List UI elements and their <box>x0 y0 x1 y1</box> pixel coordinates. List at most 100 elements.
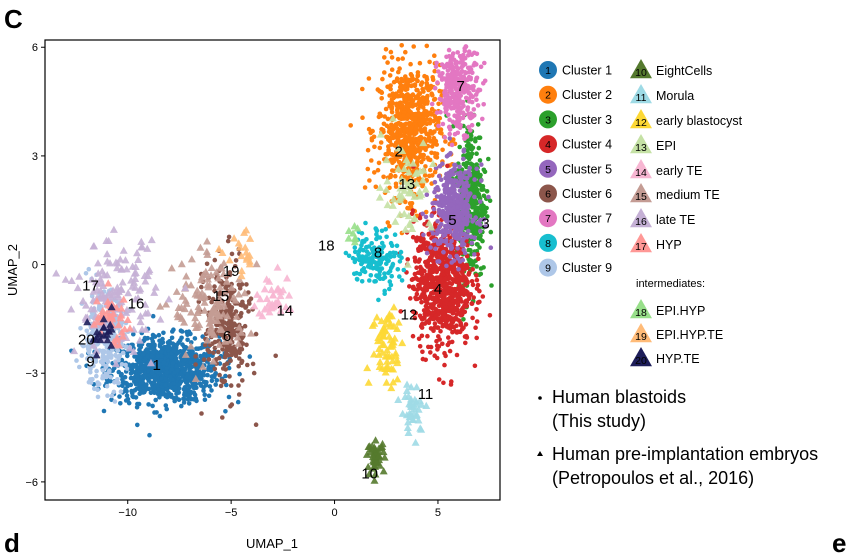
point-group-12 <box>372 313 381 321</box>
legend-number-11: 11 <box>636 92 647 104</box>
point-group-16 <box>119 246 128 254</box>
point-cluster-1 <box>184 393 190 398</box>
point-cluster-5 <box>440 228 446 233</box>
point-cluster-4 <box>438 287 443 293</box>
point-cluster-6 <box>236 392 242 397</box>
point-cluster-1 <box>150 403 155 409</box>
marker-legend-line2: (Petropoulos et al., 2016) <box>552 468 754 488</box>
legend-number-20: 20 <box>635 355 647 367</box>
point-group-15 <box>194 302 203 311</box>
point-group-10 <box>371 436 380 444</box>
point-cluster-1 <box>223 373 228 379</box>
point-cluster-4 <box>480 294 486 299</box>
point-cluster-1 <box>131 376 136 381</box>
point-cluster-4 <box>454 352 460 358</box>
point-cluster-1 <box>144 382 149 387</box>
point-cluster-2 <box>371 134 377 140</box>
plot-label-1: 1 <box>153 357 161 374</box>
point-cluster-1 <box>186 401 192 406</box>
point-cluster-7 <box>470 94 476 100</box>
point-cluster-1 <box>212 374 217 380</box>
point-cluster-2 <box>389 129 395 134</box>
point-cluster-1 <box>176 385 182 391</box>
point-cluster-7 <box>446 47 452 53</box>
point-cluster-2 <box>388 86 393 92</box>
point-group-14 <box>250 302 259 310</box>
plot-label-19: 19 <box>223 263 240 280</box>
point-cluster-4 <box>473 325 478 331</box>
point-cluster-1 <box>133 381 139 387</box>
point-cluster-5 <box>424 192 430 197</box>
point-cluster-2 <box>387 73 393 78</box>
point-cluster-2 <box>388 49 394 55</box>
plot-label-18: 18 <box>318 237 335 254</box>
point-cluster-2 <box>429 144 435 149</box>
point-cluster-1 <box>159 376 164 381</box>
point-cluster-6 <box>229 322 234 328</box>
point-cluster-4 <box>432 321 438 326</box>
point-cluster-4 <box>462 290 468 296</box>
point-group-16 <box>134 255 143 263</box>
point-cluster-2 <box>443 139 448 144</box>
point-cluster-7 <box>449 64 455 70</box>
point-cluster-3 <box>477 194 482 199</box>
point-cluster-5 <box>461 193 467 198</box>
point-cluster-4 <box>449 281 455 287</box>
point-cluster-1 <box>150 350 156 355</box>
point-cluster-1 <box>163 393 168 399</box>
point-cluster-4 <box>470 267 476 272</box>
point-cluster-2 <box>389 142 394 147</box>
point-cluster-8 <box>372 279 377 284</box>
point-cluster-1 <box>110 368 115 373</box>
point-cluster-4 <box>420 356 426 362</box>
point-cluster-5 <box>449 187 455 193</box>
point-cluster-6 <box>201 357 207 362</box>
point-cluster-5 <box>455 199 460 204</box>
point-cluster-2 <box>396 154 402 159</box>
x-tick-label: −5 <box>225 507 238 519</box>
point-cluster-1 <box>155 391 161 397</box>
point-cluster-6 <box>239 310 244 316</box>
point-cluster-1 <box>148 390 154 396</box>
point-cluster-7 <box>447 131 453 137</box>
point-cluster-1 <box>191 385 197 391</box>
point-cluster-2 <box>411 151 417 157</box>
legend-label-17: HYP <box>656 238 682 252</box>
point-cluster-2 <box>439 131 444 136</box>
point-cluster-5 <box>442 189 448 195</box>
legend-number-4: 4 <box>545 139 551 151</box>
point-cluster-5 <box>435 259 440 264</box>
point-cluster-2 <box>390 91 396 96</box>
point-cluster-1 <box>207 384 213 389</box>
point-cluster-1 <box>174 391 179 397</box>
point-cluster-5 <box>444 263 449 269</box>
point-cluster-5 <box>486 194 491 200</box>
point-cluster-2 <box>421 89 426 94</box>
point-cluster-9 <box>115 377 120 382</box>
point-cluster-8 <box>390 263 395 269</box>
point-cluster-5 <box>457 174 463 180</box>
point-cluster-5 <box>441 211 447 216</box>
point-cluster-4 <box>443 276 448 282</box>
point-cluster-9 <box>104 383 110 389</box>
point-cluster-4 <box>429 296 435 302</box>
point-group-16 <box>89 242 98 250</box>
point-cluster-9 <box>77 364 82 370</box>
point-cluster-2 <box>424 74 429 80</box>
point-cluster-1 <box>169 366 175 372</box>
point-cluster-1 <box>157 338 162 344</box>
legend-label-4: Cluster 4 <box>562 138 612 152</box>
point-cluster-3 <box>488 229 494 235</box>
point-cluster-2 <box>387 125 392 131</box>
point-cluster-6 <box>236 383 241 388</box>
plot-label-10: 10 <box>361 466 378 483</box>
point-cluster-7 <box>478 64 484 70</box>
point-cluster-4 <box>440 341 445 347</box>
point-group-14 <box>267 285 276 294</box>
plot-label-8: 8 <box>374 245 382 262</box>
point-cluster-5 <box>454 228 460 234</box>
point-cluster-3 <box>485 214 490 219</box>
legend-label-20: HYP.TE <box>656 352 700 366</box>
point-cluster-1 <box>154 361 160 366</box>
point-cluster-5 <box>472 177 477 182</box>
